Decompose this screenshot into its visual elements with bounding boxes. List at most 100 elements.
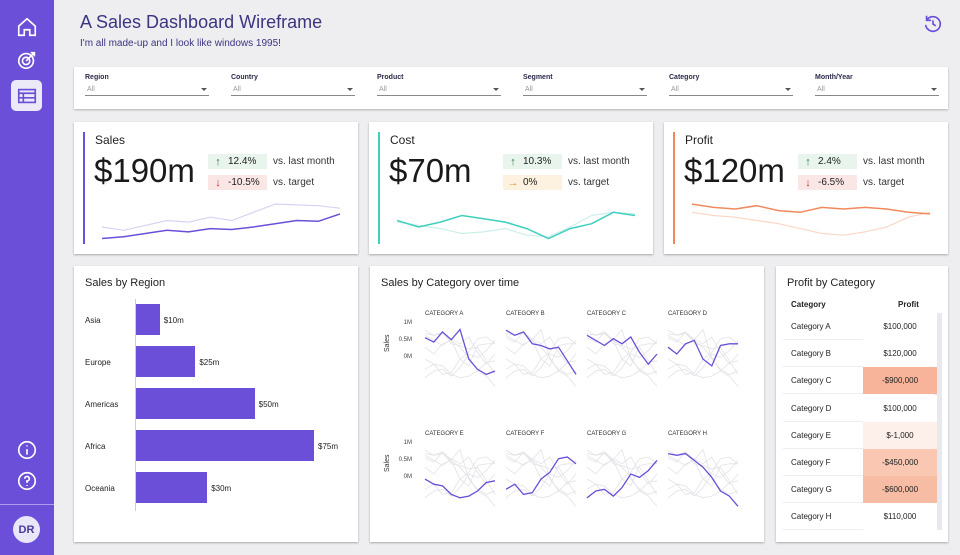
data-label: $30m (211, 484, 232, 493)
region-label: Americas (85, 400, 119, 409)
panel-label: CATEGORY H (668, 431, 708, 437)
section-title: Sales by Region (85, 277, 166, 289)
avatar[interactable]: DR (13, 516, 40, 543)
kpi-delta-label: vs. last month (273, 156, 335, 167)
context-line (586, 333, 658, 387)
column-header-category[interactable]: Category (791, 300, 826, 309)
filter-label: Region (85, 74, 109, 81)
scrollbar[interactable] (934, 313, 942, 530)
product-select[interactable]: All (377, 84, 501, 96)
month-year-select[interactable]: All (815, 84, 939, 96)
category-cell: Category F (791, 458, 831, 467)
table-row[interactable]: Category H $110,000 (783, 503, 937, 531)
kpi-card-cost: Cost $70m ↑ 10.3% vs. last month → 0% vs. … (369, 122, 653, 254)
table-row[interactable]: Category B $120,000 (783, 340, 937, 368)
series-line[interactable] (667, 339, 738, 367)
nav-help[interactable] (11, 465, 42, 496)
table-row[interactable]: Category D $100,000 (783, 394, 937, 422)
series-line[interactable] (667, 452, 739, 507)
series-line[interactable] (424, 328, 496, 376)
panel-chart (586, 328, 658, 387)
comparison-line (692, 211, 930, 236)
nav-table[interactable] (11, 80, 42, 111)
context-line (667, 328, 739, 375)
filter-label: Product (377, 74, 404, 81)
y-axis-label: Sales (384, 334, 391, 352)
context-line (505, 358, 577, 379)
kpi-delta-target: → 0% (503, 175, 562, 190)
kpi-value: $70m (389, 152, 472, 189)
axis-tick-label: 1M (403, 440, 412, 447)
series-line (102, 213, 340, 240)
nav-home[interactable] (11, 11, 42, 42)
context-line (667, 454, 739, 485)
comparison-line (102, 203, 340, 231)
category-cell: Category H (791, 512, 832, 522)
context-line (667, 340, 739, 379)
table-row[interactable]: Category E $-1,000 (783, 421, 937, 449)
context-line (586, 449, 658, 495)
series-line[interactable] (586, 459, 658, 499)
kpi-delta-month: ↑ 12.4% (208, 154, 267, 169)
sales-by-category-card: Sales by Category over time 1M 0.5M 0M Sale… (370, 266, 764, 542)
kpi-accent-bar (83, 132, 85, 244)
region-label: Asia (85, 316, 101, 325)
filter-country: Country All (231, 74, 355, 96)
context-line (424, 456, 496, 495)
table-row[interactable]: Category F -$450,000 (783, 449, 937, 476)
context-line (424, 340, 496, 379)
filter-segment: Segment All (523, 74, 647, 96)
region-bar[interactable] (136, 388, 255, 419)
segment-select[interactable]: All (523, 84, 647, 96)
sparkline (397, 211, 635, 240)
kpi-title: Profit (685, 133, 714, 147)
chevron-down-icon (785, 88, 791, 91)
series-line[interactable] (505, 456, 577, 496)
axis-tick-label: 1M (403, 320, 412, 327)
profit-cell: $100,000 (863, 313, 937, 340)
axis-tick-label: 0.5M (398, 337, 412, 344)
nav-info[interactable] (11, 434, 42, 465)
context-line (586, 478, 658, 499)
table-row[interactable]: Category C -$900,000 (783, 367, 937, 395)
axis-tick-label: 0M (403, 474, 412, 481)
table-row[interactable]: Category A $100,000 (783, 313, 937, 340)
region-bar[interactable] (136, 472, 208, 503)
country-select[interactable]: All (231, 84, 355, 96)
series-line[interactable] (505, 329, 577, 375)
series-line[interactable] (586, 334, 658, 366)
chevron-down-icon (639, 88, 645, 91)
context-line (424, 460, 496, 499)
region-bar[interactable] (136, 346, 196, 377)
region-label: Europe (85, 358, 111, 367)
column-header-profit[interactable]: Profit (898, 300, 919, 309)
table-row[interactable]: Category G -$600,000 (783, 476, 937, 504)
profit-cell: $110,000 (863, 503, 937, 531)
history-icon[interactable] (922, 13, 944, 35)
kpi-title: Cost (390, 133, 415, 147)
filter-label: Category (669, 74, 700, 81)
sidebar-divider (0, 504, 54, 505)
series-line[interactable] (424, 478, 496, 499)
nav-goals[interactable] (11, 44, 42, 75)
kpi-delta-label: vs. target (568, 177, 610, 188)
category-select[interactable]: All (669, 84, 793, 96)
kpi-delta-target: ↓ -10.5% (208, 175, 267, 190)
context-line (424, 329, 496, 375)
region-select[interactable]: All (85, 84, 209, 96)
series-line (397, 211, 635, 240)
kpi-title: Sales (95, 133, 126, 147)
panel-label: CATEGORY C (587, 311, 627, 317)
page-subtitle: I'm all made-up and I look like windows … (80, 38, 281, 49)
context-line (424, 333, 496, 387)
region-bar[interactable] (136, 430, 314, 461)
profit-cell: -$600,000 (863, 476, 937, 504)
kpi-delta-label: vs. target (273, 177, 315, 188)
region-bar[interactable] (136, 304, 160, 335)
data-label: $50m (258, 400, 279, 409)
chevron-down-icon (931, 88, 937, 91)
context-line (424, 448, 496, 495)
context-line (505, 340, 577, 379)
arrow-up-icon: ↑ (805, 155, 811, 168)
kpi-delta-label: vs. last month (568, 156, 630, 167)
